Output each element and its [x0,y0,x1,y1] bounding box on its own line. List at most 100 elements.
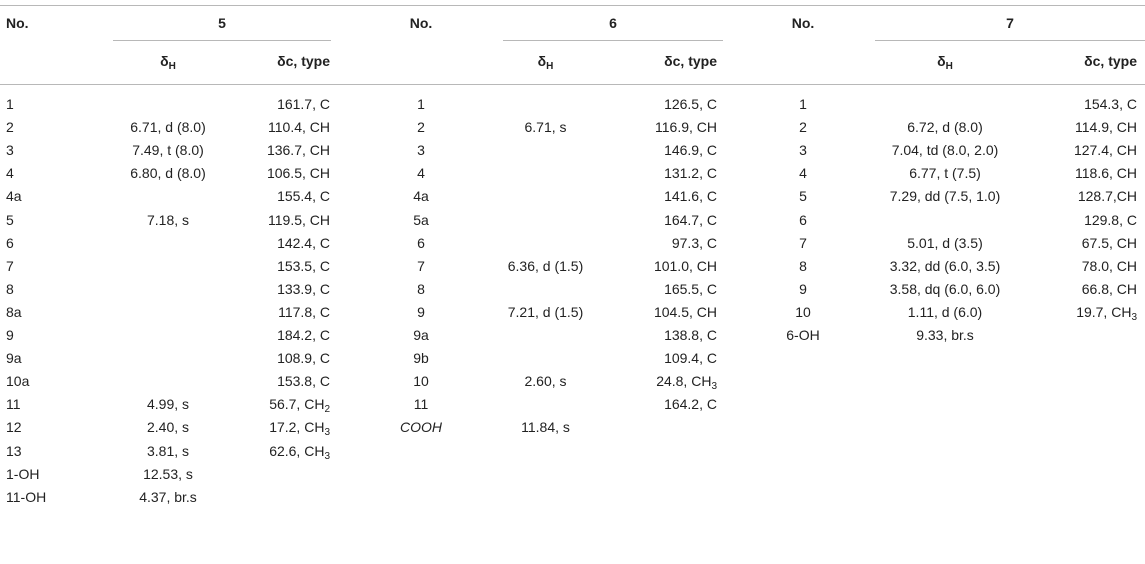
position-label: 3 [6,142,14,158]
compound-5-underline [113,40,331,41]
delta-h-subscript: H [168,61,176,72]
delta-h-value: 4.37, br.s [139,489,197,505]
position-label: 2 [799,119,807,135]
column-header-delta-c: δc, type [277,53,330,69]
delta-c-subscript: 2 [324,404,330,415]
delta-h-value: 11.84, s [521,419,570,435]
position-label: 12 [6,419,22,435]
delta-c-value: 127.4, CH [1073,142,1137,158]
delta-h-value: 3.58, dq (6.0, 6.0) [889,281,1001,297]
delta-c-value: 164.7, C [664,212,717,228]
delta-c-value: 153.8, C [277,373,330,389]
compound-header: 6 [609,15,617,31]
delta-c-value: 114.9, CH [1075,119,1137,135]
delta-c-value: 78.0, CH [1081,258,1137,274]
column-header-no: No. [409,15,433,31]
delta-h-subscript: H [945,61,953,72]
delta-h-value: 6.71, d (8.0) [130,119,206,135]
delta-c-subscript: 3 [1131,312,1137,323]
delta-c-value: 165.5, C [664,281,717,297]
delta-c-subscript: 3 [324,427,330,438]
delta-h-value: 1.11, d (6.0) [907,304,983,320]
delta-h-value: 7.21, d (1.5) [507,304,584,320]
delta-c-value: 116.9, CH [655,119,717,135]
delta-c-value: 97.3, C [671,235,717,251]
delta-c-value: 56.7, CH2 [269,396,330,415]
delta-c-value: 128.7,CH [1077,188,1137,204]
delta-h-value: 5.01, d (3.5) [907,235,983,251]
delta-c-value: 146.9, C [664,142,717,158]
column-header-delta-c: δc, type [1084,53,1137,69]
delta-c-subscript: 3 [711,381,717,392]
delta-h-value: 6.72, d (8.0) [907,119,983,135]
delta-c-value: 101.0, CH [653,258,717,274]
delta-c-value: 154.3, C [1084,96,1137,112]
position-label: 9b [413,350,429,366]
delta-c-value: 184.2, C [277,327,330,343]
delta-h-value: 2.40, s [146,419,190,435]
delta-c-value: 62.6, CH3 [269,443,330,462]
delta-h-value: 9.33, br.s [916,327,974,343]
delta-c-value: 133.9, C [277,281,330,297]
delta-h-value: 7.18, s [146,212,190,228]
position-label: 4a [6,188,22,204]
position-label: 5 [799,188,807,204]
header-bottom-rule [0,84,1145,85]
delta-c-value: 67.5, CH [1081,235,1137,251]
delta-h-value: 3.81, s [146,443,190,459]
position-label: 9 [799,281,807,297]
delta-c-value: 119.5, CH [268,212,330,228]
delta-c-value: 138.8, C [664,327,717,343]
compound-7-underline [875,40,1145,41]
delta-h-subscript: H [546,61,554,72]
position-label: 10a [6,373,30,389]
position-label: 6 [417,235,425,251]
position-label: 8 [799,258,807,274]
delta-h-value: 4.99, s [146,396,190,412]
position-label: 6 [6,235,14,251]
column-header-delta-h: δH [537,53,554,72]
delta-h-value: 7.04, td (8.0, 2.0) [891,142,999,158]
position-label: 13 [6,443,22,459]
delta-h-value: 2.60, s [524,373,567,389]
position-label: 8a [6,304,22,320]
position-label: 4 [417,165,425,181]
delta-c-value: 19.7, CH3 [1076,304,1137,323]
position-label: 3 [799,142,807,158]
position-label: 9 [6,327,14,343]
delta-h-value: 6.71, s [524,119,567,135]
delta-c-value: 117.8, C [278,304,330,320]
delta-c-value: 129.8, C [1084,212,1137,228]
position-label: 1 [417,96,425,112]
delta-c-value: 131.2, C [664,165,717,181]
position-label: 4a [413,188,429,204]
position-label: 1 [6,96,14,112]
delta-h-value: 6.80, d (8.0) [130,165,206,181]
position-label: 2 [6,119,14,135]
delta-h-value: 7.49, t (8.0) [132,142,204,158]
position-label: 7 [417,258,425,274]
delta-h-value: 12.53, s [143,466,193,482]
delta-c-value: 24.8, CH3 [656,373,717,392]
delta-c-value: 164.2, C [664,396,717,412]
delta-c-value: 104.5, CH [653,304,717,320]
position-label: 7 [799,235,807,251]
column-header-delta-c: δc, type [664,53,717,69]
position-label: 9 [417,304,425,320]
position-label: 11 [6,396,21,412]
column-header-delta-h: δH [937,53,953,72]
column-header-no: No. [791,15,815,31]
delta-c-value: 17.2, CH3 [269,419,330,438]
position-label: 5a [413,212,429,228]
position-label: 6-OH [786,327,820,343]
position-label: 3 [417,142,425,158]
delta-c-value: 118.6, CH [1075,165,1137,181]
delta-c-value: 155.4, C [277,188,330,204]
position-label: 4 [799,165,807,181]
delta-h-value: 7.29, dd (7.5, 1.0) [889,188,1001,204]
delta-c-value: 153.5, C [277,258,330,274]
delta-c-value: 66.8, CH [1081,281,1137,297]
compound-header: 5 [218,15,226,31]
delta-c-value: 142.4, C [277,235,330,251]
